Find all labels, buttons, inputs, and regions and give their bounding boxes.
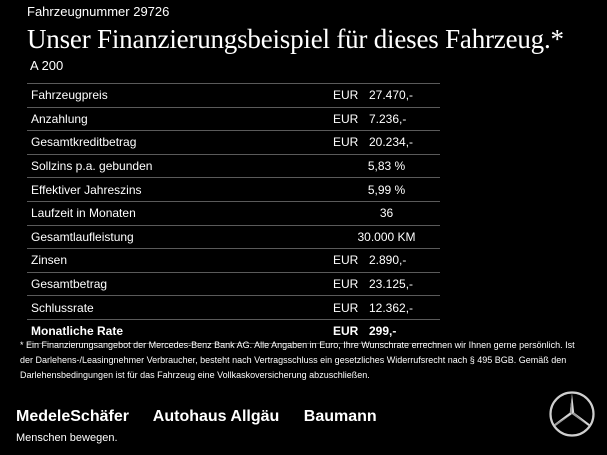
table-row: Zinsen EUR 2.890,- (27, 248, 440, 273)
dealer-logo-baumann: Baumann (303, 408, 377, 425)
row-value: 36 (333, 201, 440, 226)
dealer-logos: MedeleSchäfer Autohaus Allgäu Baumann (16, 408, 397, 426)
row-value: 299,- (369, 319, 440, 344)
table-row: Gesamtbetrag EUR 23.125,- (27, 272, 440, 297)
row-value: 20.234,- (369, 130, 440, 155)
row-label: Gesamtbetrag (27, 272, 333, 297)
mercedes-star-icon (548, 390, 596, 443)
table-row: Anzahlung EUR 7.236,- (27, 107, 440, 132)
table-row: Gesamtkreditbetrag EUR 20.234,- (27, 130, 440, 155)
row-value: 7.236,- (369, 107, 440, 132)
row-label: Effektiver Jahreszins (27, 177, 333, 202)
table-row: Schlussrate EUR 12.362,- (27, 295, 440, 320)
row-label: Zinsen (27, 248, 333, 273)
row-label: Schlussrate (27, 295, 333, 320)
row-currency: EUR (333, 248, 369, 273)
row-label: Anzahlung (27, 107, 333, 132)
row-currency: EUR (333, 130, 369, 155)
dealer-logo-autohaus-allgaeu: Autohaus Allgäu (152, 408, 280, 425)
row-value: 5,83 % (333, 154, 440, 179)
row-value: 23.125,- (369, 272, 440, 297)
row-label: Laufzeit in Monaten (27, 201, 333, 226)
row-currency: EUR (333, 83, 369, 108)
row-label: Monatliche Rate (27, 319, 333, 344)
row-label: Sollzins p.a. gebunden (27, 154, 333, 179)
row-label: Fahrzeugpreis (27, 83, 333, 108)
row-value: 2.890,- (369, 248, 440, 273)
row-value: 27.470,- (369, 83, 440, 108)
row-currency: EUR (333, 107, 369, 132)
page-title: Unser Finanzierungsbeispiel für dieses F… (27, 24, 564, 54)
dealer-logo-medeleschaefer: MedeleSchäfer (16, 408, 129, 425)
table-row: Effektiver Jahreszins 5,99 % (27, 177, 440, 202)
vehicle-number: Fahrzeugnummer 29726 (27, 4, 170, 19)
slogan: Menschen bewegen. (16, 432, 118, 444)
financing-table: Fahrzeugpreis EUR 27.470,- Anzahlung EUR… (27, 83, 440, 344)
row-currency: EUR (333, 295, 369, 320)
table-row: Laufzeit in Monaten 36 (27, 201, 440, 226)
row-label: Gesamtlaufleistung (27, 225, 333, 250)
table-row: Fahrzeugpreis EUR 27.470,- (27, 83, 440, 108)
row-value: 12.362,- (369, 295, 440, 320)
row-currency: EUR (333, 272, 369, 297)
model-name: A 200 (30, 58, 64, 73)
row-value: 5,99 % (333, 177, 440, 202)
table-row: Gesamtlaufleistung 30.000 KM (27, 225, 440, 250)
table-row: Sollzins p.a. gebunden 5,83 % (27, 154, 440, 179)
row-label: Gesamtkreditbetrag (27, 130, 333, 155)
table-row-monthly-rate: Monatliche Rate EUR 299,- (27, 319, 440, 344)
row-currency: EUR (333, 319, 369, 344)
row-value: 30.000 KM (333, 225, 440, 250)
footnote: * Ein Finanzierungsangebot der Mercedes-… (20, 340, 575, 380)
